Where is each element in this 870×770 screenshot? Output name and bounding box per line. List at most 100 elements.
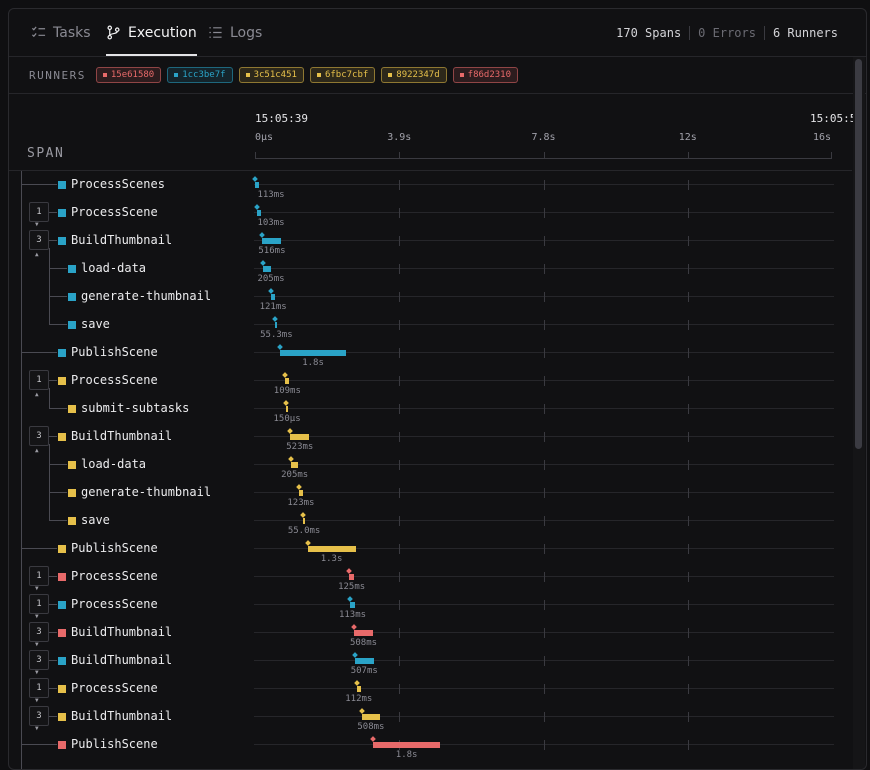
branch-icon [107,25,120,40]
child-count-toggle[interactable]: 1 [29,370,49,390]
vertical-scrollbar[interactable] [853,57,865,769]
span-row[interactable]: 3 ▲ BuildThumbnail 516ms [9,227,852,258]
grid-line [687,208,689,218]
span-row[interactable]: load-data 205ms [9,444,852,480]
child-count-toggle[interactable]: 1 [29,566,49,586]
span-row[interactable]: ProcessScenes 113ms [9,171,852,200]
span-row[interactable]: PublishScene 1.3s [9,535,852,564]
span-bar[interactable] [275,322,278,328]
span-row[interactable]: 3 ▼ BuildThumbnail 507ms [9,647,852,676]
span-row[interactable]: save 55.3ms [9,304,852,340]
span-row[interactable]: generate-thumbnail 121ms [9,276,852,312]
span-row[interactable]: load-data 205ms [9,248,852,284]
span-bar[interactable] [354,658,374,664]
child-count-toggle[interactable]: 1 [29,202,49,222]
span-start-marker [300,512,306,518]
runner-color-icon [58,181,66,189]
caret-up-icon[interactable]: ▲ [35,391,39,398]
span-name: ProcessScene [71,681,158,695]
span-bar[interactable] [256,210,261,216]
child-count-toggle[interactable]: 1 [29,594,49,614]
caret-up-icon[interactable]: ▲ [35,251,39,258]
span-row[interactable]: generate-thumbnail 123ms [9,472,852,508]
caret-down-icon[interactable]: ▼ [35,221,39,228]
span-bar[interactable] [361,714,381,720]
tree-connector [22,184,57,185]
grid-line [399,712,401,722]
runner-chip[interactable]: 15e61580 [95,67,162,83]
grid-line [687,572,689,582]
span-bar[interactable] [286,406,289,412]
span-row[interactable]: submit-subtasks 150µs [9,388,852,424]
grid-line [399,208,401,218]
caret-up-icon[interactable]: ▲ [35,447,39,454]
span-row[interactable]: 1 ▲ ProcessScene 109ms [9,367,852,398]
runner-color-icon [58,433,66,441]
span-bar[interactable] [255,182,260,188]
child-count-toggle[interactable]: 3 [29,426,49,446]
grid-line [543,320,545,330]
grid-line [543,656,545,666]
span-bar[interactable] [270,294,276,300]
caret-down-icon[interactable]: ▼ [35,669,39,676]
child-count-toggle[interactable]: 3 [29,230,49,250]
caret-down-icon[interactable]: ▼ [35,613,39,620]
span-bar[interactable] [354,630,373,636]
span-row[interactable]: 3 ▲ BuildThumbnail 523ms [9,423,852,454]
span-row[interactable]: save 55.0ms [9,500,852,536]
span-name: BuildThumbnail [71,233,173,247]
span-count: 170 Spans [616,25,682,40]
divider [763,25,765,40]
span-bar[interactable] [303,518,306,524]
caret-down-icon[interactable]: ▼ [35,697,39,704]
tab-execution-label: Execution [128,24,197,41]
tab-tasks[interactable]: Tasks [31,9,91,56]
span-bar[interactable] [350,602,355,608]
span-bar[interactable] [279,350,347,356]
span-start-marker [282,372,289,378]
span-name: BuildThumbnail [71,429,173,443]
runner-color-icon [58,629,66,637]
span-bar[interactable] [290,434,310,440]
caret-down-icon[interactable]: ▼ [35,725,39,732]
runner-color-swatch [245,73,250,77]
span-bar[interactable] [307,546,356,552]
span-row[interactable]: 3 ▼ BuildThumbnail 508ms [9,703,852,732]
span-bar[interactable] [349,574,354,580]
span-row[interactable]: PublishScene 1.8s [9,731,852,760]
span-row[interactable]: PublishScene 1.8s [9,339,852,368]
span-bar[interactable] [263,266,271,272]
runner-chip[interactable]: 8922347d [381,67,447,83]
runner-chip[interactable]: 3c51c451 [238,67,304,83]
caret-down-icon[interactable]: ▼ [35,585,39,592]
span-row[interactable]: 1 ▼ ProcessScene 113ms [9,591,852,620]
span-row[interactable]: 3 ▼ BuildThumbnail 508ms [9,619,852,648]
runner-color-icon [58,601,66,609]
runner-chip[interactable]: 1cc3be7f [167,67,233,83]
runner-chip[interactable]: 6fbc7cbf [309,67,376,83]
grid-line [687,460,689,470]
tab-execution[interactable]: Execution [106,9,197,56]
span-bar[interactable] [262,238,282,244]
child-count-toggle[interactable]: 3 [29,706,49,726]
child-count-toggle[interactable]: 3 [29,622,49,642]
span-row[interactable]: 1 ▼ ProcessScene 103ms [9,199,852,228]
span-name: ProcessScene [71,205,158,219]
tree-connector [49,520,67,521]
child-count-toggle[interactable]: 1 [29,678,49,698]
tab-logs[interactable]: Logs [208,9,262,56]
scrollbar-thumb[interactable] [855,59,862,449]
span-bar[interactable] [290,462,299,468]
span-bar[interactable] [373,742,440,748]
caret-down-icon[interactable]: ▼ [35,641,39,648]
tree-connector [22,744,57,745]
span-bar[interactable] [285,378,290,384]
span-row[interactable]: 1 ▼ ProcessScene 112ms [9,675,852,704]
span-row[interactable]: 1 ▼ ProcessScene 125ms [9,563,852,592]
runner-id: 8922347d [396,70,440,80]
span-name: submit-subtasks [81,401,190,415]
span-bar[interactable] [356,686,361,692]
span-bar[interactable] [298,490,304,496]
child-count-toggle[interactable]: 3 [29,650,49,670]
runner-chip[interactable]: f86d2310 [452,67,519,83]
